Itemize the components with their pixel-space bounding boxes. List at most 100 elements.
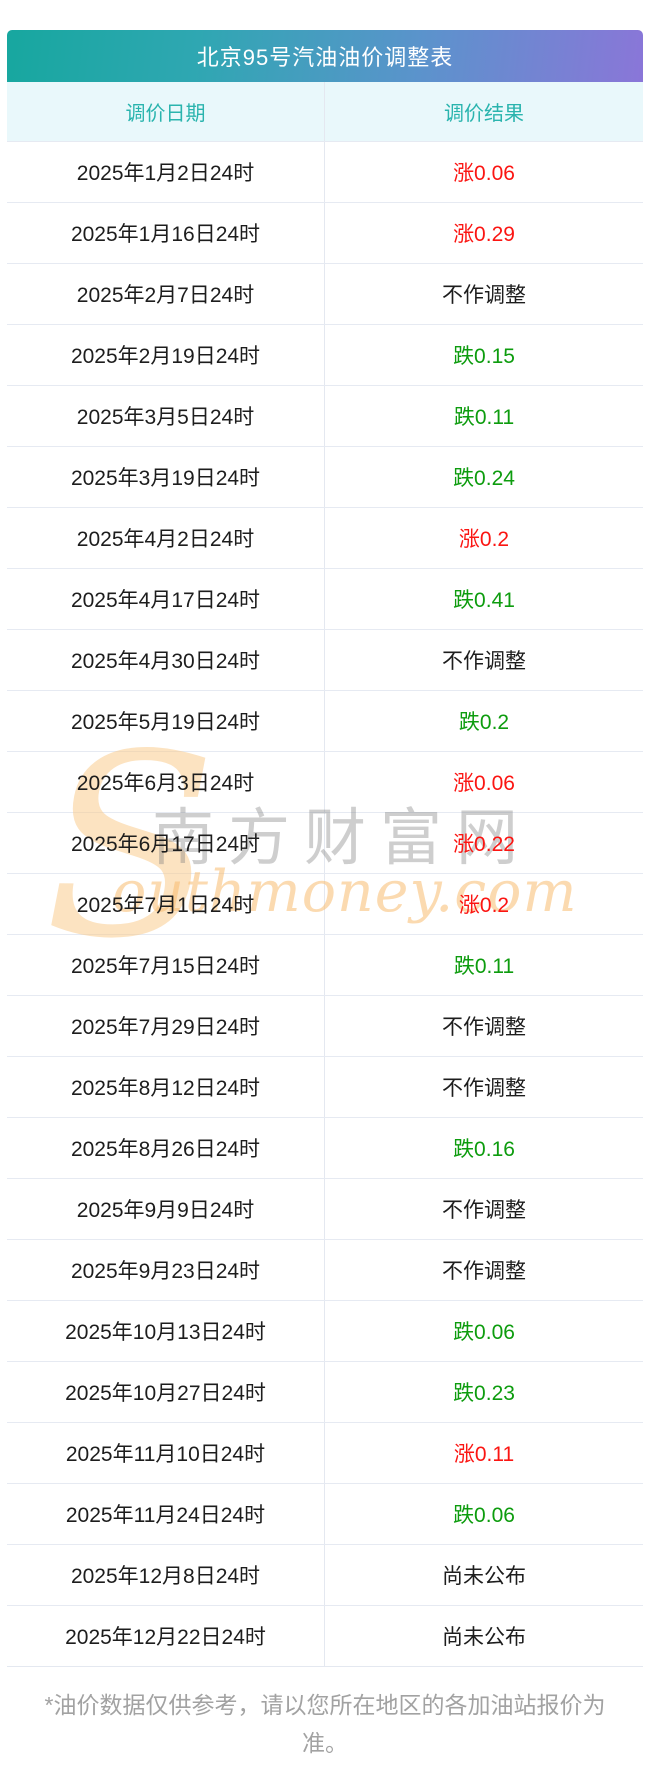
date-text: 2025年12月8日24时	[70, 1565, 261, 1588]
fuel-price-table: 北京95号汽油油价调整表 调价日期 调价结果 2025年1月2日24时 涨0.06…	[7, 30, 643, 1667]
date-cell: 2025年3月5日24时	[7, 386, 325, 446]
table-row: 2025年9月9日24时 不作调整	[7, 1178, 643, 1239]
date-text: 2025年7月15日24时	[70, 955, 261, 978]
result-text: 不作调整	[442, 284, 526, 307]
result-cell: 涨0.06	[325, 142, 643, 202]
result-text: 不作调整	[442, 1077, 526, 1100]
result-cell: 涨0.11	[325, 1423, 643, 1483]
result-cell: 涨0.29	[325, 203, 643, 263]
date-text: 2025年6月3日24时	[76, 772, 255, 795]
table-row: 2025年5月19日24时 跌0.2	[7, 690, 643, 751]
result-text: 尚未公布	[442, 1565, 526, 1588]
column-header-date-label: 调价日期	[125, 103, 206, 125]
result-text: 涨0.22	[453, 833, 515, 856]
date-cell: 2025年12月8日24时	[7, 1545, 325, 1605]
table-row: 2025年7月1日24时 涨0.2	[7, 873, 643, 934]
date-cell: 2025年7月1日24时	[7, 874, 325, 934]
date-cell: 2025年4月30日24时	[7, 630, 325, 690]
table-row: 2025年10月27日24时 跌0.23	[7, 1361, 643, 1422]
table-row: 2025年8月26日24时 跌0.16	[7, 1117, 643, 1178]
date-cell: 2025年4月2日24时	[7, 508, 325, 568]
table-row: 2025年3月19日24时 跌0.24	[7, 446, 643, 507]
result-cell: 尚未公布	[325, 1606, 643, 1666]
result-cell: 跌0.11	[325, 386, 643, 446]
result-cell: 跌0.11	[325, 935, 643, 995]
date-text: 2025年9月23日24时	[70, 1260, 261, 1283]
date-cell: 2025年9月23日24时	[7, 1240, 325, 1300]
table-row: 2025年1月2日24时 涨0.06	[7, 141, 643, 202]
date-cell: 2025年2月19日24时	[7, 325, 325, 385]
date-text: 2025年11月24日24时	[65, 1504, 266, 1527]
result-text: 涨0.29	[453, 223, 515, 246]
result-cell: 跌0.15	[325, 325, 643, 385]
date-text: 2025年6月17日24时	[70, 833, 261, 856]
result-cell: 涨0.2	[325, 508, 643, 568]
result-cell: 不作调整	[325, 1240, 643, 1300]
table-row: 2025年10月13日24时 跌0.06	[7, 1300, 643, 1361]
result-text: 涨0.11	[453, 1443, 515, 1466]
date-cell: 2025年8月12日24时	[7, 1057, 325, 1117]
result-cell: 跌0.06	[325, 1301, 643, 1361]
result-cell: 跌0.41	[325, 569, 643, 629]
date-cell: 2025年4月17日24时	[7, 569, 325, 629]
result-text: 涨0.2	[458, 894, 510, 917]
table-row: 2025年9月23日24时 不作调整	[7, 1239, 643, 1300]
result-text: 跌0.11	[453, 955, 515, 978]
result-cell: 不作调整	[325, 1179, 643, 1239]
table-row: 2025年4月2日24时 涨0.2	[7, 507, 643, 568]
date-cell: 2025年11月10日24时	[7, 1423, 325, 1483]
result-cell: 跌0.23	[325, 1362, 643, 1422]
table-row: 2025年1月16日24时 涨0.29	[7, 202, 643, 263]
result-cell: 尚未公布	[325, 1545, 643, 1605]
table-row: 2025年7月15日24时 跌0.11	[7, 934, 643, 995]
result-text: 涨0.2	[458, 528, 510, 551]
date-text: 2025年4月30日24时	[70, 650, 261, 673]
result-text: 跌0.06	[453, 1321, 515, 1344]
result-text: 跌0.24	[453, 467, 515, 490]
date-cell: 2025年11月24日24时	[7, 1484, 325, 1544]
table-row: 2025年4月30日24时 不作调整	[7, 629, 643, 690]
date-text: 2025年11月10日24时	[65, 1443, 266, 1466]
result-cell: 不作调整	[325, 996, 643, 1056]
date-cell: 2025年3月19日24时	[7, 447, 325, 507]
result-cell: 跌0.24	[325, 447, 643, 507]
table-row: 2025年12月8日24时 尚未公布	[7, 1544, 643, 1605]
date-text: 2025年1月16日24时	[70, 223, 261, 246]
date-cell: 2025年1月2日24时	[7, 142, 325, 202]
date-text: 2025年5月19日24时	[70, 711, 261, 734]
date-cell: 2025年8月26日24时	[7, 1118, 325, 1178]
result-cell: 跌0.2	[325, 691, 643, 751]
table-row: 2025年7月29日24时 不作调整	[7, 995, 643, 1056]
table-row: 2025年4月17日24时 跌0.41	[7, 568, 643, 629]
result-cell: 不作调整	[325, 1057, 643, 1117]
table-row: 2025年3月5日24时 跌0.11	[7, 385, 643, 446]
table-row: 2025年11月10日24时 涨0.11	[7, 1422, 643, 1483]
date-text: 2025年9月9日24时	[76, 1199, 255, 1222]
date-cell: 2025年6月17日24时	[7, 813, 325, 873]
column-header-result-label: 调价结果	[444, 103, 524, 125]
result-text: 不作调整	[442, 650, 526, 673]
result-cell: 不作调整	[325, 630, 643, 690]
table-row: 2025年6月3日24时 涨0.06	[7, 751, 643, 812]
result-text: 跌0.06	[453, 1504, 515, 1527]
date-text: 2025年2月7日24时	[76, 284, 255, 307]
date-text: 2025年1月2日24时	[76, 162, 255, 185]
result-cell: 涨0.22	[325, 813, 643, 873]
date-cell: 2025年7月29日24时	[7, 996, 325, 1056]
date-cell: 2025年10月27日24时	[7, 1362, 325, 1422]
result-text: 尚未公布	[442, 1626, 526, 1649]
result-text: 跌0.16	[453, 1138, 515, 1161]
date-cell: 2025年7月15日24时	[7, 935, 325, 995]
table-row: 2025年2月7日24时 不作调整	[7, 263, 643, 324]
date-cell: 2025年12月22日24时	[7, 1606, 325, 1666]
table-row: 2025年2月19日24时 跌0.15	[7, 324, 643, 385]
result-text: 跌0.41	[453, 589, 515, 612]
table-row: 2025年12月22日24时 尚未公布	[7, 1605, 643, 1666]
date-text: 2025年2月19日24时	[70, 345, 261, 368]
date-text: 2025年3月5日24时	[76, 406, 255, 429]
date-cell: 2025年2月7日24时	[7, 264, 325, 324]
result-cell: 跌0.16	[325, 1118, 643, 1178]
result-cell: 涨0.06	[325, 752, 643, 812]
date-text: 2025年3月19日24时	[70, 467, 261, 490]
date-cell: 2025年10月13日24时	[7, 1301, 325, 1361]
